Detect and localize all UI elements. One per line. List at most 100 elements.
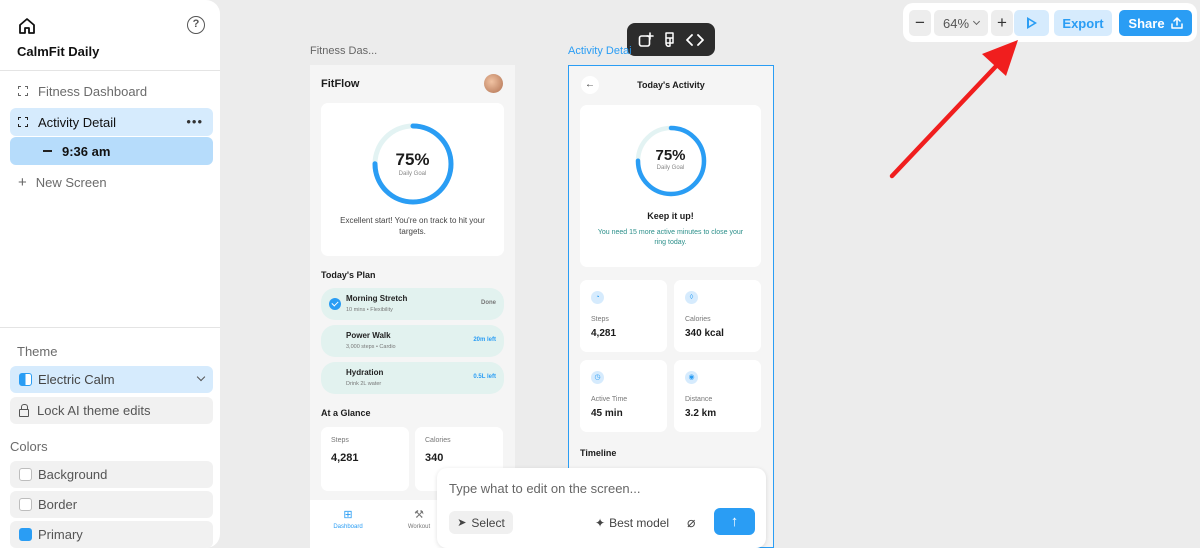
new-screen-label: New Screen [35,174,107,190]
screen-label-fitness-dashboard[interactable]: Fitness Das... [310,45,378,57]
ring-message: Excellent start! You're on track to hit … [340,216,485,236]
stat-label: Steps [591,316,609,323]
daily-goal-card: 75% Daily Goal Excellent start! You're o… [321,103,504,256]
footsteps-icon: ◔ [591,291,604,304]
top-toolbar: − 64% + Export Share [903,3,1197,42]
glance-heading: At a Glance [321,408,371,418]
nav-label: Dashboard [333,524,363,530]
color-background[interactable]: Background [10,461,213,488]
color-label: Background [38,467,108,482]
app-brand: FitFlow [321,78,360,90]
nav-label: Workout [407,524,431,530]
chevron-down-icon [972,17,981,26]
ring-percent: 75% [655,147,686,164]
select-label: Select [471,515,505,530]
stat-label: Active Time [591,396,628,403]
lock-label: Lock AI theme edits [37,403,151,418]
share-button[interactable]: Share [1119,10,1192,36]
ring-message: You need 15 more active minutes to close… [597,229,744,246]
stat-value: 45 min [591,408,623,419]
home-icon[interactable] [17,16,37,36]
stat-card-calories: ◊ Calories 340 kcal [674,280,761,352]
glance-card-steps: Steps 4,281 [321,427,409,491]
lock-theme-button[interactable]: Lock AI theme edits [10,397,213,424]
stat-label: Calories [685,316,711,323]
plan-item[interactable]: Morning Stretch 10 mins • Flexibility Do… [321,288,504,320]
select-button[interactable]: ➤ Select [449,511,513,534]
daily-goal-card: 75% Daily Goal Keep it up! You need 15 m… [580,105,761,267]
theme-select[interactable]: Electric Calm [10,366,213,393]
stat-card-distance: ◉ Distance 3.2 km [674,360,761,432]
add-element-icon[interactable] [638,31,654,48]
colors-heading: Colors [10,439,48,454]
stat-label: Distance [685,396,713,403]
sidebar-header: ? CalmFit Daily [0,0,220,71]
upload-icon [1170,17,1183,29]
cursor-icon: ➤ [457,517,467,529]
glance-label: Calories [425,437,451,444]
progress-ring [372,123,454,205]
progress-ring [635,125,707,197]
plan-sub: Drink 2L water [346,381,382,387]
nav-workout[interactable]: ⚒ Workout [389,508,449,530]
figma-icon[interactable] [663,31,677,48]
new-screen-button[interactable]: + New Screen [10,168,213,196]
screen-label-activity-detail[interactable]: Activity Detai [568,45,632,57]
dumbbell-icon: ⚒ [414,509,424,521]
plan-item[interactable]: Power Walk 3,000 steps • Cardio 20m left [321,325,504,357]
flame-icon: ◊ [685,291,698,304]
color-swatch [19,498,32,511]
preview-button[interactable] [1014,10,1049,36]
color-border[interactable]: Border [10,491,213,518]
plan-sub: 10 mins • Flexibility [346,307,393,313]
arrow-up-icon: ↑ [730,513,739,530]
stat-card-active-time: ◷ Active Time 45 min [580,360,667,432]
fitness-dashboard-screen[interactable]: FitFlow 75% Daily Goal Excellent start! … [310,65,515,548]
glance-value: 4,281 [331,452,359,464]
more-options-icon[interactable]: ••• [186,114,203,129]
play-icon [1026,17,1037,29]
export-button[interactable]: Export [1054,10,1112,36]
plan-tag: Done [481,300,496,306]
sidebar-item-fitness-dashboard[interactable]: Fitness Dashboard [10,77,213,105]
activity-detail-screen[interactable]: ← Today's Activity 75% Daily Goal Keep i… [568,65,774,548]
edit-tools-bar [627,23,715,56]
zoom-in-button[interactable]: + [991,10,1013,36]
color-label: Border [38,497,78,512]
plan-tag: 20m left [473,337,496,343]
plan-name: Power Walk [346,331,391,340]
plan-heading: Today's Plan [321,270,376,280]
glance-label: Steps [331,437,349,444]
frame-icon [18,86,28,96]
plan-name: Hydration [346,368,384,377]
prompt-input[interactable] [449,481,749,496]
paperclip-icon[interactable]: ⌀ [687,514,696,530]
theme-icon [19,373,32,386]
plan-tag: 0.5L left [473,374,496,380]
zoom-level-select[interactable]: 64% [934,10,988,36]
ring-label: Daily Goal [656,165,685,171]
send-button[interactable]: ↑ [714,508,755,535]
stat-value: 3.2 km [685,408,717,419]
plan-item[interactable]: Hydration Drink 2L water 0.5L left [321,362,504,394]
color-primary[interactable]: Primary [10,521,213,548]
nav-dashboard[interactable]: ⊞ Dashboard [318,508,378,530]
sidebar-subitem-version[interactable]: 9:36 am [10,137,213,165]
project-name: CalmFit Daily [17,44,100,59]
color-swatch [19,468,32,481]
timer-icon: ◷ [591,371,604,384]
sidebar-item-label: Activity Detail [38,114,117,130]
model-label: Best model [609,515,670,530]
avatar [484,74,503,93]
code-icon[interactable] [686,33,705,47]
ring-percent: 75% [395,150,430,169]
zoom-out-button[interactable]: − [909,10,931,36]
model-select-button[interactable]: ✦ Best model [595,511,669,534]
help-icon[interactable]: ? [187,16,205,34]
left-sidebar: ? CalmFit Daily Fitness Dashboard Activi… [0,0,220,548]
sidebar-item-activity-detail[interactable]: Activity Detail ••• [10,108,213,136]
back-arrow-icon[interactable]: ← [581,76,599,94]
plus-icon: + [18,173,27,191]
timeline-heading: Timeline [580,448,617,458]
grid-icon: ⊞ [343,509,353,521]
